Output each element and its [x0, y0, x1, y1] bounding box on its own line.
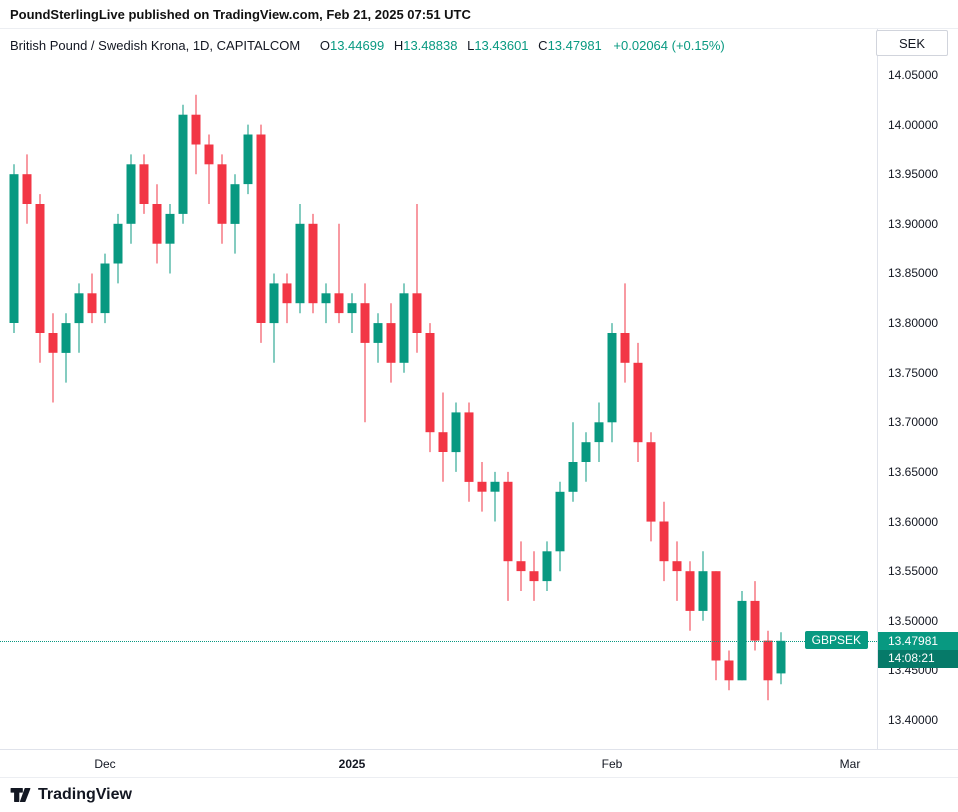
change-value: +0.02064 (+0.15%) [613, 38, 725, 53]
time-axis-label: Mar [839, 757, 861, 771]
price-axis-label: 13.75000 [888, 365, 939, 380]
last-price-value: 13.47981 [878, 632, 958, 650]
open-value: 13.44699 [329, 38, 385, 53]
price-axis-label: 14.05000 [888, 68, 939, 82]
currency-unit-label: SEK [898, 35, 925, 51]
time-axis[interactable]: Dec 2025 Feb Mar [0, 749, 958, 777]
candlestick-chart[interactable] [0, 0, 878, 750]
symbol-price-badge-label: GBPSEK [811, 633, 861, 647]
close-value: 13.47981 [547, 38, 602, 53]
symbol-legend: British Pound / Swedish Krona, 1D, CAPIT… [10, 38, 725, 53]
high-value: 13.48838 [403, 38, 458, 53]
tradingview-logo-icon [10, 788, 31, 802]
price-axis-label: 13.70000 [888, 415, 939, 430]
time-axis-label: Feb [601, 757, 623, 771]
price-axis-label: 13.65000 [888, 464, 939, 479]
time-axis-label: 2025 [338, 757, 366, 771]
tradingview-logo-link[interactable]: TradingView [10, 786, 132, 804]
bar-countdown: 14:08:21 [878, 650, 958, 668]
attribution-text: PoundSterlingLive published on TradingVi… [10, 6, 471, 22]
symbol-title: British Pound / Swedish Krona, 1D, CAPIT… [10, 38, 301, 53]
tradingview-wordmark: TradingView [38, 786, 132, 803]
price-axis-label: 13.95000 [888, 167, 939, 182]
footer-bar: TradingView [0, 777, 958, 812]
high-label: H [393, 38, 404, 53]
attribution-bar: PoundSterlingLive published on TradingVi… [0, 0, 958, 29]
last-price-line [0, 641, 877, 642]
price-axis-label: 13.50000 [888, 613, 939, 628]
price-axis-label: 13.55000 [888, 564, 939, 579]
time-axis-label: Dec [94, 757, 116, 771]
price-axis-label: 13.80000 [888, 316, 939, 331]
price-axis-label: 14.00000 [888, 117, 939, 132]
price-axis[interactable]: 14.05000 14.00000 13.95000 13.90000 13.85000… [877, 29, 958, 749]
low-label: L [467, 38, 475, 53]
price-axis-label: 13.40000 [888, 713, 939, 727]
currency-unit-button[interactable]: SEK [876, 30, 948, 56]
close-label: C [538, 38, 548, 53]
low-value: 13.43601 [474, 38, 529, 53]
symbol-price-badge: GBPSEK [804, 631, 868, 649]
last-price-axis-label: 13.47981 14:08:21 [878, 632, 958, 668]
price-axis-label: 13.60000 [888, 514, 939, 529]
open-label: O [319, 38, 330, 53]
price-axis-label: 13.85000 [888, 266, 939, 281]
price-axis-label: 13.90000 [888, 216, 939, 231]
